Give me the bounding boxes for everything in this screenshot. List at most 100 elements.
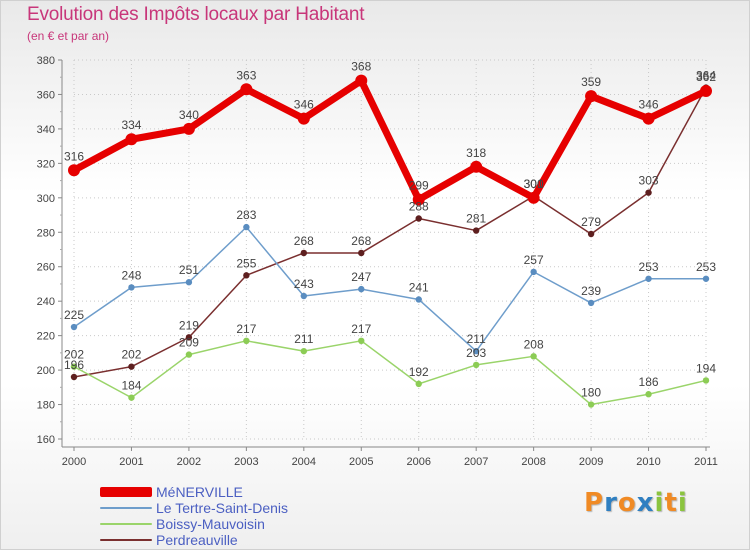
- data-point: [185, 351, 193, 358]
- legend-swatch: [100, 507, 152, 509]
- data-point: [472, 347, 480, 355]
- chart-subtitle: (en € et par an): [27, 29, 110, 43]
- data-label: 364: [696, 69, 716, 83]
- data-label: 368: [351, 60, 371, 74]
- data-label: 203: [466, 346, 486, 360]
- data-point: [700, 85, 712, 98]
- series-line-2: [73, 226, 706, 352]
- y-tick-label: 300: [37, 193, 55, 205]
- logo-letter: o: [617, 488, 637, 518]
- data-point: [128, 394, 135, 401]
- data-point: [182, 122, 195, 135]
- x-tick-label: 2000: [62, 456, 86, 468]
- data-point: [240, 83, 253, 96]
- data-point: [243, 337, 250, 345]
- legend-swatch: [100, 487, 152, 497]
- data-point: [702, 275, 710, 282]
- data-point: [185, 279, 193, 286]
- x-tick-label: 2008: [521, 456, 545, 468]
- data-point: [300, 347, 308, 355]
- data-label: 208: [524, 337, 544, 351]
- x-tick-label: 2011: [694, 456, 718, 468]
- data-label: 247: [351, 270, 371, 284]
- data-point: [355, 74, 368, 87]
- data-label: 225: [64, 308, 84, 322]
- logo-letter: P: [584, 488, 605, 518]
- x-tick-label: 2001: [119, 456, 143, 468]
- y-tick-label: 280: [37, 227, 55, 239]
- legend-swatch: [100, 539, 152, 541]
- data-label: 196: [64, 358, 84, 372]
- data-label: 362: [696, 70, 716, 84]
- y-tick-label: 260: [37, 262, 55, 274]
- data-point: [530, 353, 537, 360]
- data-point: [645, 275, 652, 282]
- legend-label: Perdreauville: [156, 532, 238, 548]
- logo-letter: i: [654, 488, 665, 518]
- legend-label: MéNERVILLE: [156, 484, 243, 500]
- data-label: 217: [351, 322, 371, 336]
- data-label: 301: [524, 177, 544, 191]
- logo-letter: t: [664, 488, 678, 518]
- data-point: [70, 373, 78, 381]
- data-label: 316: [64, 149, 84, 163]
- data-point: [185, 334, 193, 341]
- x-tick-label: 2006: [406, 456, 430, 468]
- data-label: 241: [409, 280, 429, 294]
- chart-title: Evolution des Impôts locaux par Habitant: [27, 4, 365, 25]
- data-label: 184: [121, 379, 141, 393]
- data-point: [415, 296, 422, 303]
- data-label: 243: [294, 277, 314, 291]
- series-line-1: [72, 77, 708, 204]
- y-tick-label: 180: [37, 400, 55, 412]
- data-label: 346: [639, 98, 659, 112]
- data-point: [128, 284, 135, 291]
- data-label: 281: [466, 212, 486, 226]
- data-label: 209: [179, 336, 199, 350]
- data-label: 255: [236, 256, 256, 270]
- legend-swatch: [100, 523, 152, 525]
- data-label: 359: [581, 75, 601, 89]
- legend-label: Boissy-Mauvoisin: [156, 516, 265, 532]
- data-label: 363: [236, 68, 256, 82]
- data-point: [70, 323, 78, 331]
- data-label: 299: [409, 179, 429, 193]
- data-label: 217: [236, 322, 256, 336]
- data-label: 194: [696, 361, 716, 375]
- y-tick-label: 220: [37, 331, 55, 343]
- data-label: 346: [294, 98, 314, 112]
- data-label: 248: [121, 268, 141, 282]
- data-label: 239: [581, 284, 601, 298]
- data-point: [585, 90, 598, 103]
- x-tick-label: 2009: [579, 456, 603, 468]
- data-label: 253: [696, 260, 716, 274]
- data-point: [645, 391, 652, 398]
- data-point: [702, 377, 710, 384]
- logo-letter: i: [677, 488, 688, 518]
- data-label: 211: [294, 332, 313, 346]
- data-point: [472, 361, 480, 369]
- logo-letter: r: [604, 488, 618, 518]
- data-point: [68, 164, 80, 177]
- data-label: 283: [236, 208, 256, 222]
- data-label: 340: [179, 108, 199, 122]
- x-tick-label: 2003: [234, 456, 258, 468]
- data-point: [70, 363, 78, 370]
- data-point: [358, 249, 365, 257]
- data-point: [642, 112, 655, 125]
- data-point: [300, 249, 308, 257]
- y-tick-label: 200: [37, 365, 55, 377]
- data-point: [297, 112, 310, 125]
- data-label: 219: [179, 318, 199, 332]
- x-tick-label: 2005: [349, 456, 373, 468]
- data-label: 257: [524, 253, 544, 267]
- data-point: [243, 223, 250, 231]
- data-label: 251: [179, 263, 199, 277]
- data-point: [358, 337, 365, 345]
- y-tick-label: 160: [37, 434, 55, 446]
- series-line-4: [73, 87, 707, 378]
- data-label: 318: [466, 146, 486, 160]
- proxiti-logo: Proxiti: [584, 488, 688, 518]
